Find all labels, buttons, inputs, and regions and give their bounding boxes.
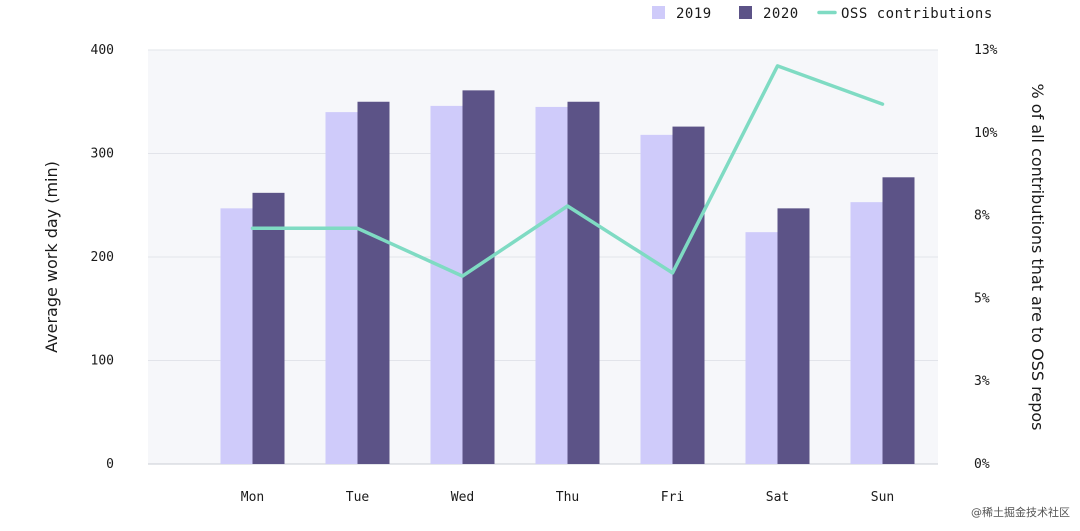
bar-2019-thu (536, 107, 568, 464)
y-axis-ticks: 0 100 200 300 400 (91, 43, 114, 472)
y2-tick-label: 0% (974, 457, 990, 472)
x-tick-label: Fri (661, 490, 684, 505)
bar-2020-wed (463, 90, 495, 464)
bar-2019-sat (746, 232, 778, 464)
legend-label: 2019 (676, 6, 712, 22)
y2-tick-label: 8% (974, 209, 990, 224)
x-tick-label: Tue (346, 490, 370, 505)
bar-2020-thu (568, 102, 600, 464)
bar-2019-sun (851, 202, 883, 464)
x-tick-label: Sat (766, 490, 789, 505)
bar-2020-sun (883, 177, 915, 464)
legend-label: OSS contributions (841, 6, 993, 22)
watermark: @稀土掘金技术社区 (971, 505, 1070, 519)
bar-2019-mon (221, 208, 253, 464)
x-tick-label: Wed (451, 490, 474, 505)
y2-tick-label: 10% (974, 126, 998, 141)
legend-swatch-2019 (652, 6, 665, 19)
y2-axis-ticks: 0% 3% 5% 8% 10% 13% (974, 43, 998, 472)
bar-2019-tue (326, 112, 358, 464)
bar-2020-tue (358, 102, 390, 464)
bar-2019-fri (641, 135, 673, 464)
x-tick-label: Thu (556, 490, 579, 505)
y-tick-label: 300 (91, 147, 114, 162)
y-tick-label: 200 (91, 250, 114, 265)
legend-label: 2020 (763, 6, 799, 22)
y-axis-title: Average work day (min) (42, 161, 61, 353)
y-tick-label: 0 (106, 457, 114, 472)
legend-swatch-2020 (739, 6, 752, 19)
x-axis-ticks: Mon Tue Wed Thu Fri Sat Sun (241, 490, 894, 505)
bar-2020-sat (778, 208, 810, 464)
y-tick-label: 400 (91, 43, 114, 58)
x-tick-label: Sun (871, 490, 894, 505)
bar-2020-mon (253, 193, 285, 464)
bar-2020-fri (673, 127, 705, 464)
y2-tick-label: 5% (974, 291, 990, 306)
bar-2019-wed (431, 106, 463, 464)
y2-tick-label: 13% (974, 43, 998, 58)
y2-tick-label: 3% (974, 374, 990, 389)
legend: 2019 2020 OSS contributions (652, 6, 993, 22)
y-tick-label: 100 (91, 354, 114, 369)
y2-axis-title: % of all contributions that are to OSS r… (1028, 84, 1047, 431)
x-tick-label: Mon (241, 490, 264, 505)
